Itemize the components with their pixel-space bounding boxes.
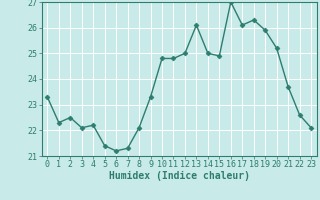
X-axis label: Humidex (Indice chaleur): Humidex (Indice chaleur) [109,171,250,181]
